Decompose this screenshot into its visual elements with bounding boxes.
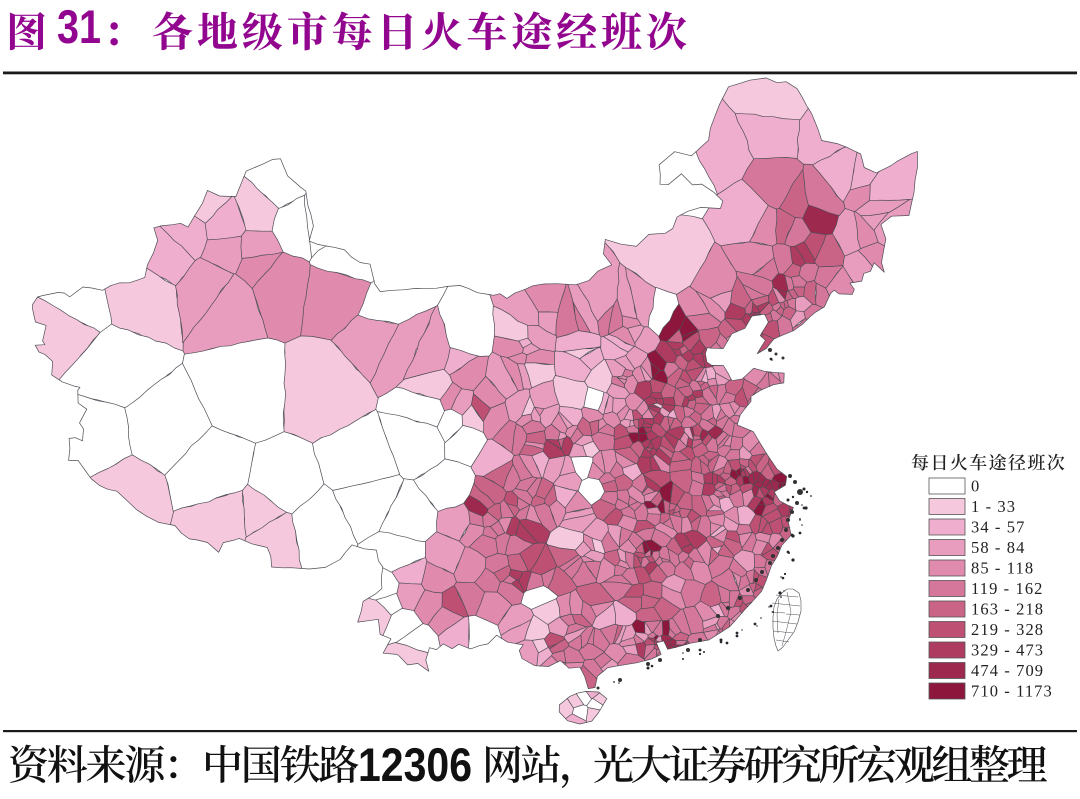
svg-text:58 - 84: 58 - 84 [971,538,1025,557]
svg-text:85 - 118: 85 - 118 [971,559,1034,578]
svg-text:163 - 218: 163 - 218 [971,600,1044,619]
svg-text:1 - 33: 1 - 33 [971,497,1016,516]
svg-text:12306: 12306 [358,738,472,791]
svg-text:31: 31 [57,0,101,53]
svg-text:119 - 162: 119 - 162 [971,579,1044,598]
svg-text:219 - 328: 219 - 328 [971,620,1044,639]
svg-text:329 - 473: 329 - 473 [971,641,1044,660]
svg-text:34 - 57: 34 - 57 [971,518,1025,537]
svg-text:474 - 709: 474 - 709 [971,661,1044,680]
svg-text:710 - 1173: 710 - 1173 [971,682,1053,701]
svg-text:0: 0 [971,477,980,496]
